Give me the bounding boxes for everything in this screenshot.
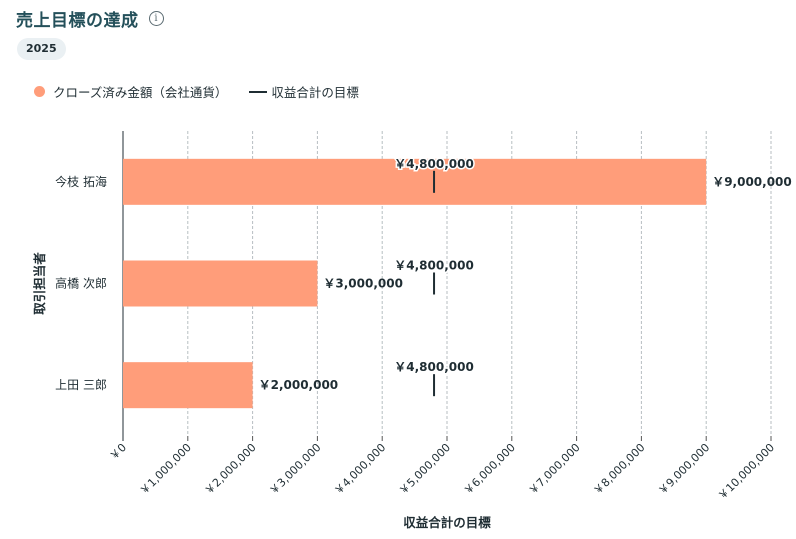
x-tick-label: ￥10,000,000 [716,441,778,503]
x-tick-label: ￥4,000,000 [332,441,389,498]
legend-label-revenue-target: 収益合計の目標 [271,85,359,100]
legend-line-icon [249,90,268,93]
y-category-label: 今枝 拓海 [55,174,107,189]
y-category-label: 上田 三郎 [55,378,107,392]
chart-title: 売上目標の達成 [16,11,139,31]
x-tick-label: ￥2,000,000 [202,441,259,498]
year-filter-pill[interactable]: 2025 [17,38,66,60]
y-category-label: 高橋 次郎 [55,276,107,291]
bar-closed-amount[interactable] [123,362,253,409]
chart-legend: クローズ済み金額（会社通貨） 収益合計の目標 [34,82,381,101]
x-tick-label: ￥0 [107,441,129,463]
legend-item-closed-amount[interactable]: クローズ済み金額（会社通貨） [34,82,227,101]
x-tick-label: ￥8,000,000 [591,441,648,498]
target-value-label: ￥4,800,000 [394,360,474,374]
x-tick-label: ￥1,000,000 [137,441,194,498]
info-icon[interactable]: i [148,11,164,26]
target-value-label: ￥4,800,000 [394,157,474,171]
legend-label-closed-amount: クローズ済み金額（会社通貨） [53,85,228,100]
x-tick-label: ￥3,000,000 [267,441,324,498]
bar-value-label: ￥9,000,000 [712,175,792,189]
y-axis-title: 取引担当者 [32,252,47,315]
bar-closed-amount[interactable] [123,158,707,205]
bar-closed-amount[interactable] [123,260,318,307]
chart-header: 売上目標の達成 i [16,6,164,31]
x-tick-label: ￥5,000,000 [397,441,454,498]
target-value-label: ￥4,800,000 [394,259,474,273]
x-tick-label: ￥9,000,000 [656,441,713,498]
bar-value-label: ￥2,000,000 [259,378,339,392]
x-tick-label: ￥7,000,000 [526,441,583,498]
bar-value-label: ￥3,000,000 [323,277,403,291]
legend-dot-icon [34,86,45,97]
x-tick-label: ￥6,000,000 [461,441,518,498]
x-axis-title: 収益合計の目標 [403,515,491,530]
legend-item-revenue-target[interactable]: 収益合計の目標 [249,82,359,101]
